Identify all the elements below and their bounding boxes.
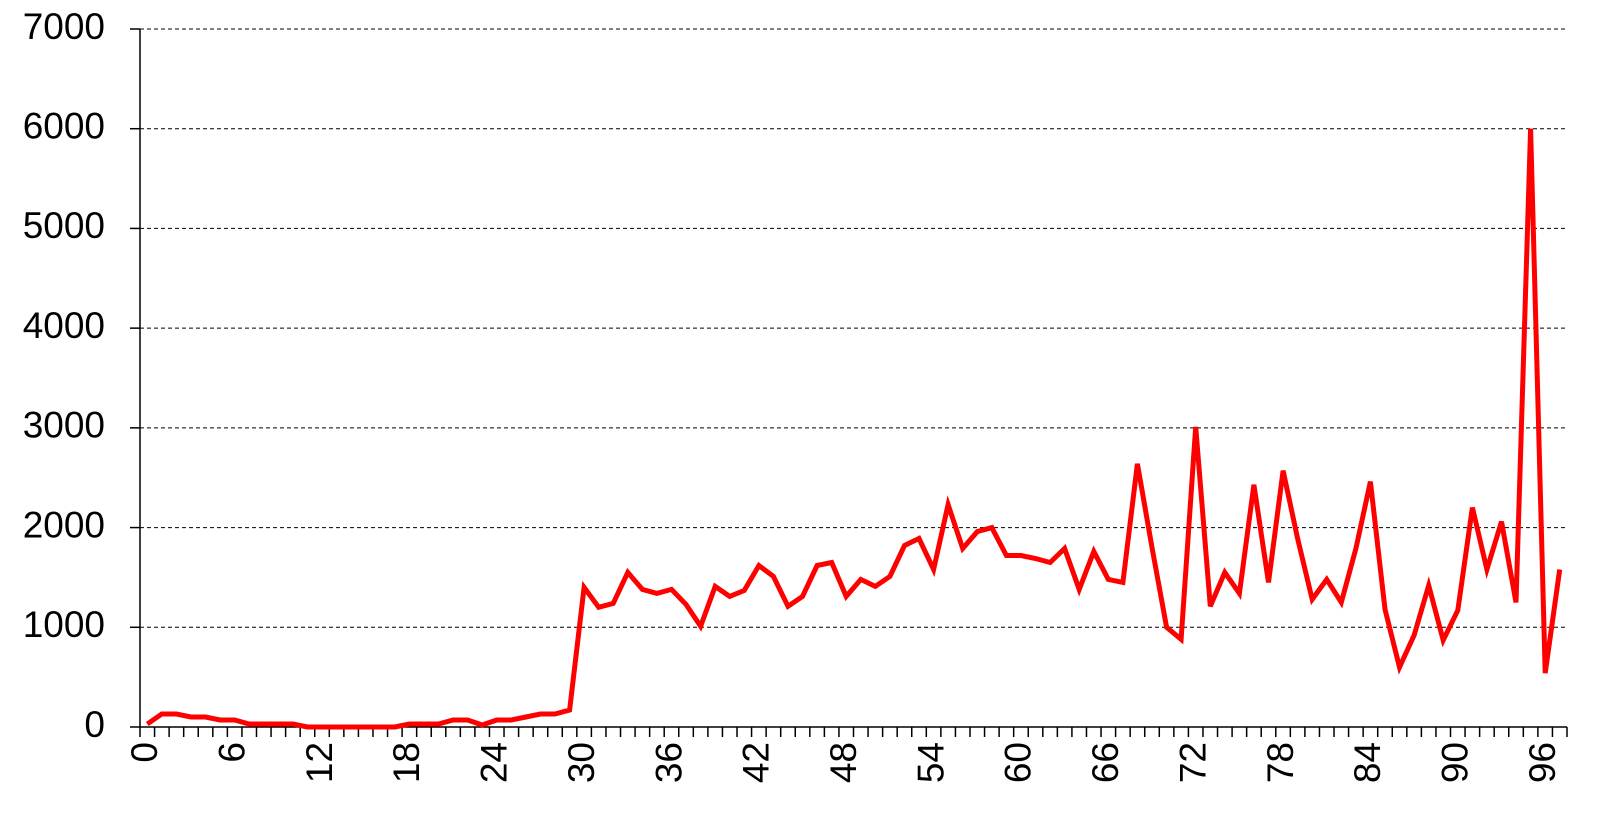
series-line: [145, 128, 1563, 730]
y-tick-label: 4000: [23, 305, 105, 346]
x-tick-label: 54: [910, 742, 951, 783]
x-tick-label: 24: [474, 742, 515, 783]
y-tick-label: 0: [84, 704, 105, 745]
y-tick-label: 6000: [23, 105, 105, 146]
x-tick-label: 60: [998, 742, 1039, 783]
y-tick-label: 5000: [23, 205, 105, 246]
y-tick-label: 1000: [23, 604, 105, 645]
x-tick-label: 96: [1522, 742, 1563, 783]
x-tick-label: 84: [1347, 742, 1388, 783]
x-tick-label: 12: [299, 742, 340, 783]
y-tick-label: 7000: [23, 6, 105, 47]
x-tick-label: 48: [823, 742, 864, 783]
x-tick-label: 72: [1172, 742, 1213, 783]
y-tick-label: 3000: [23, 405, 105, 446]
x-tick-label: 66: [1085, 742, 1126, 783]
x-tick-label: 18: [386, 742, 427, 783]
x-tick-label: 0: [124, 742, 165, 763]
x-tick-label: 78: [1260, 742, 1301, 783]
x-tick-label: 30: [561, 742, 602, 783]
x-tick-label: 42: [736, 742, 777, 783]
x-tick-label: 90: [1435, 742, 1476, 783]
x-tick-label: 36: [648, 742, 689, 783]
y-tick-label: 2000: [23, 504, 105, 545]
x-tick-label: 6: [211, 742, 252, 763]
